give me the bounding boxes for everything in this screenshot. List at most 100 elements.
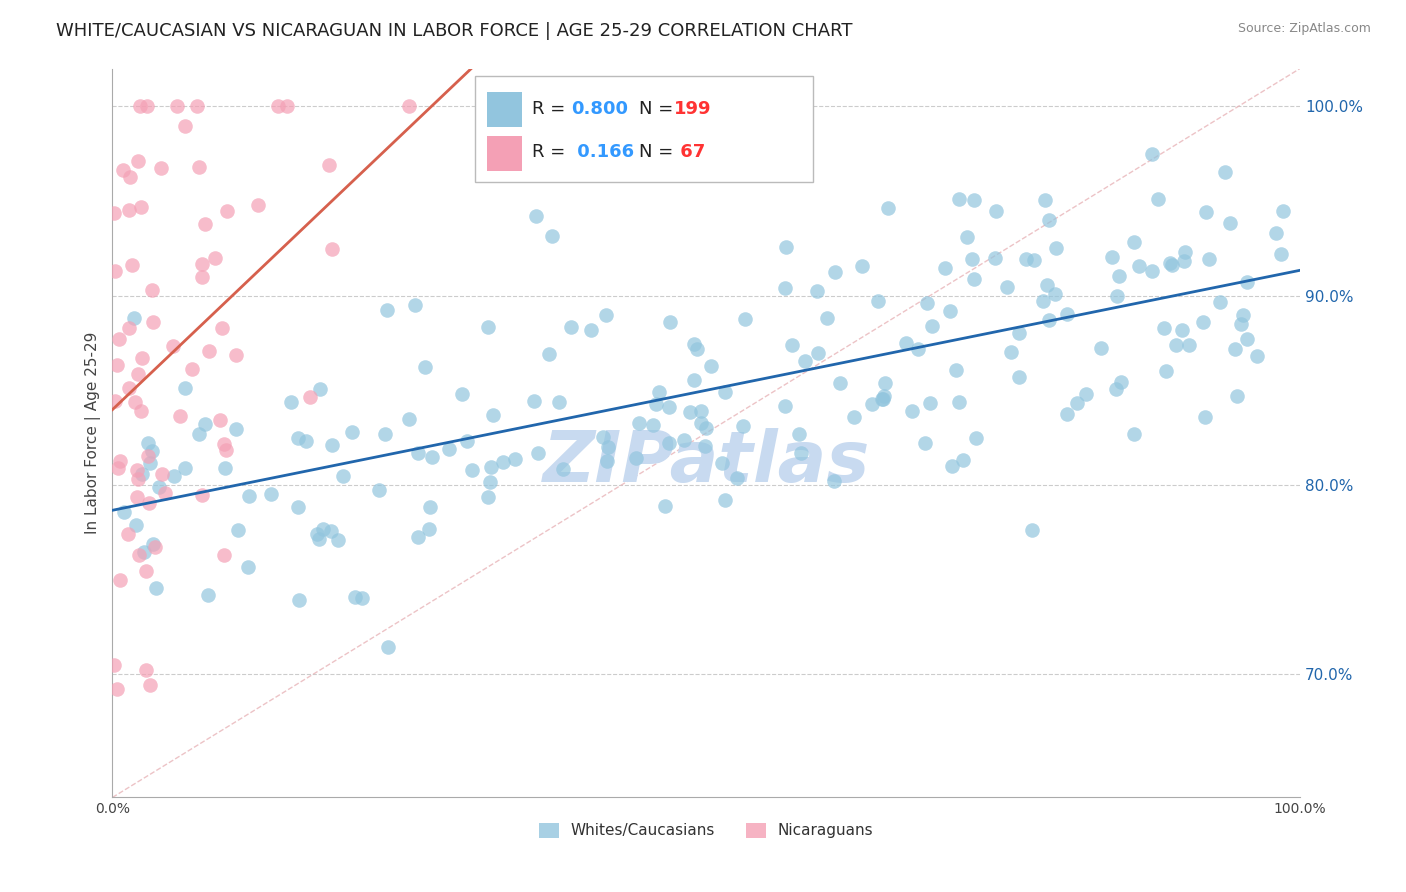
Point: [132, 545, 155, 559]
Text: 0.800: 0.800: [571, 100, 628, 119]
Point: [894, 336, 917, 351]
Point: [169, 409, 191, 423]
Point: [1225, 342, 1247, 356]
Point: [595, 454, 617, 468]
Point: [872, 392, 894, 406]
Point: [141, 443, 163, 458]
Point: [780, 337, 803, 351]
Point: [914, 436, 936, 450]
Point: [1236, 333, 1258, 347]
Point: [135, 664, 157, 678]
Point: [439, 442, 461, 456]
Point: [238, 489, 260, 503]
Point: [522, 394, 544, 409]
Point: [375, 302, 398, 317]
Point: [212, 437, 235, 451]
Point: [481, 408, 503, 422]
Point: [125, 463, 148, 477]
Point: [247, 197, 270, 211]
Point: [174, 381, 197, 395]
Point: [934, 260, 956, 275]
Point: [773, 281, 796, 295]
Point: [377, 640, 399, 654]
Point: [107, 358, 129, 372]
Point: [1173, 254, 1195, 268]
Point: [815, 311, 838, 326]
Point: [984, 204, 1007, 219]
Point: [173, 460, 195, 475]
Point: [138, 456, 160, 470]
Point: [299, 390, 322, 404]
Point: [1038, 212, 1060, 227]
Point: [1128, 260, 1150, 274]
Point: [352, 591, 374, 606]
Point: [456, 434, 478, 448]
Text: R =: R =: [531, 100, 571, 119]
Point: [1000, 345, 1022, 359]
Point: [1178, 338, 1201, 352]
Point: [877, 201, 900, 215]
Point: [1123, 235, 1146, 249]
Point: [995, 279, 1018, 293]
Point: [939, 304, 962, 318]
Point: [524, 210, 547, 224]
Point: [1219, 216, 1241, 230]
Point: [725, 471, 748, 485]
Point: [415, 359, 437, 374]
Point: [142, 537, 165, 551]
Point: [406, 446, 429, 460]
Point: [860, 396, 883, 410]
Point: [136, 436, 159, 450]
Point: [1107, 289, 1129, 303]
Point: [122, 311, 145, 326]
FancyBboxPatch shape: [486, 136, 522, 170]
Point: [1101, 250, 1123, 264]
Point: [527, 445, 550, 459]
Point: [873, 389, 896, 403]
Point: [965, 431, 987, 445]
Point: [1074, 386, 1097, 401]
Point: [149, 161, 172, 175]
Point: [145, 581, 167, 595]
Point: [1036, 277, 1059, 292]
Text: WHITE/CAUCASIAN VS NICARAGUAN IN LABOR FORCE | AGE 25-29 CORRELATION CHART: WHITE/CAUCASIAN VS NICARAGUAN IN LABOR F…: [56, 22, 853, 40]
Point: [1174, 245, 1197, 260]
Point: [787, 426, 810, 441]
Point: [215, 443, 238, 458]
Point: [1232, 308, 1254, 322]
Point: [1123, 427, 1146, 442]
Point: [683, 337, 706, 351]
Point: [138, 495, 160, 509]
Point: [127, 153, 149, 168]
Point: [105, 681, 128, 696]
Point: [648, 385, 671, 400]
Point: [419, 500, 441, 515]
Point: [1109, 375, 1132, 389]
Point: [492, 455, 515, 469]
Point: [548, 395, 571, 409]
Point: [1032, 293, 1054, 308]
Point: [1147, 192, 1170, 206]
Point: [340, 425, 363, 439]
Point: [118, 170, 141, 185]
Point: [1171, 323, 1194, 337]
Point: [807, 346, 830, 360]
Point: [117, 527, 139, 541]
Point: [960, 252, 983, 267]
Point: [118, 381, 141, 395]
Point: [108, 454, 131, 468]
Point: [700, 359, 723, 373]
Point: [108, 573, 131, 587]
Point: [734, 312, 756, 326]
Point: [579, 323, 602, 337]
Point: [111, 163, 134, 178]
Point: [1108, 268, 1130, 283]
Point: [823, 474, 845, 488]
FancyBboxPatch shape: [475, 76, 813, 181]
Point: [215, 204, 238, 219]
Point: [948, 192, 970, 206]
Point: [204, 251, 226, 265]
Point: [131, 467, 153, 482]
Point: [963, 193, 986, 207]
Point: [214, 461, 236, 475]
